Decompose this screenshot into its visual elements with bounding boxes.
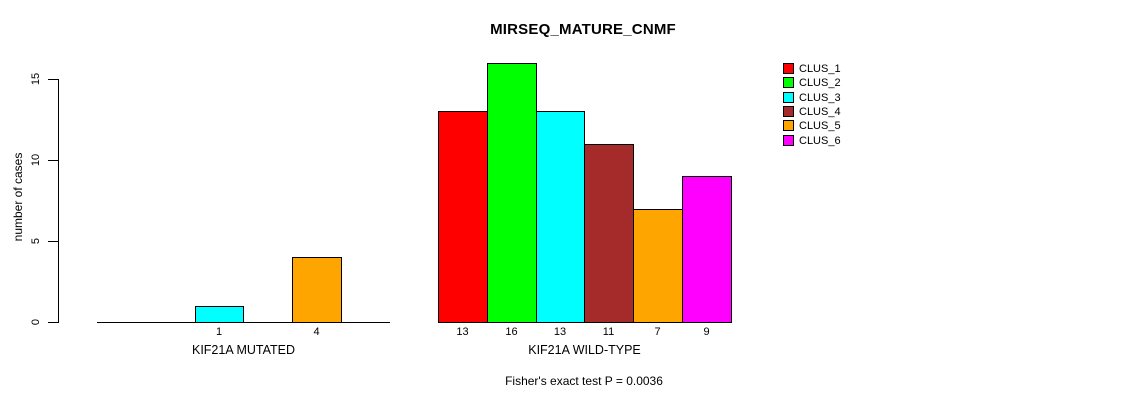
bar-value-label: 4 <box>313 326 320 338</box>
group-label-mutated: KIF21A MUTATED <box>191 343 296 357</box>
bar-kif21a-wild-type-clus_1 <box>438 111 488 323</box>
legend-label: CLUS_3 <box>799 91 841 104</box>
bar-kif21a-mutated-clus_3 <box>195 306 244 323</box>
legend-label: CLUS_1 <box>799 62 841 75</box>
bar-kif21a-wild-type-clus_2 <box>487 63 537 323</box>
bar-value-label: 1 <box>215 326 223 338</box>
y-axis-title: number of cases <box>11 152 25 242</box>
y-axis-tick-label: 5 <box>30 237 42 245</box>
bar-value-label: 13 <box>456 326 469 338</box>
y-axis-line <box>58 79 59 323</box>
fisher-test-annotation: Fisher's exact test P = 0.0036 <box>505 374 663 388</box>
bar-value-label: 7 <box>654 326 661 338</box>
legend-entry-clus_1: CLUS_1 <box>783 62 841 75</box>
bar-value-label: 11 <box>602 326 615 338</box>
bar-kif21a-mutated-clus_5 <box>292 257 342 323</box>
legend-swatch-clus_6 <box>783 135 794 146</box>
y-axis-tick <box>48 79 58 80</box>
bar-kif21a-wild-type-clus_6 <box>682 176 732 323</box>
chart-title: MIRSEQ_MATURE_CNMF <box>490 21 676 38</box>
legend-entry-clus_6: CLUS_6 <box>783 134 841 147</box>
legend-label: CLUS_4 <box>799 105 841 118</box>
y-axis-tick-label: 15 <box>30 72 42 86</box>
legend-entry-clus_2: CLUS_2 <box>783 76 841 89</box>
bar-kif21a-wild-type-clus_3 <box>536 111 585 323</box>
bar-value-label: 13 <box>553 326 567 338</box>
legend-swatch-clus_2 <box>783 77 794 88</box>
bar-value-label: 9 <box>703 326 710 338</box>
legend-swatch-clus_1 <box>783 63 794 74</box>
legend-swatch-clus_3 <box>783 92 794 103</box>
y-axis-tick-label: 10 <box>30 153 42 167</box>
group-label-wild-type: KIF21A WILD-TYPE <box>528 343 641 357</box>
y-axis-tick <box>48 322 58 323</box>
legend-entry-clus_3: CLUS_3 <box>783 91 841 104</box>
legend-label: CLUS_5 <box>799 119 841 132</box>
bar-value-label: 16 <box>505 326 518 338</box>
legend-entry-clus_5: CLUS_5 <box>783 119 841 132</box>
y-axis-tick <box>48 160 58 161</box>
bar-kif21a-wild-type-clus_5 <box>633 209 683 323</box>
y-axis-tick <box>48 241 58 242</box>
legend-label: CLUS_6 <box>799 134 841 147</box>
y-axis-tick-label: 0 <box>30 318 42 326</box>
legend-label: CLUS_2 <box>799 76 841 89</box>
legend-swatch-clus_5 <box>783 120 794 131</box>
bar-kif21a-wild-type-clus_4 <box>584 144 634 323</box>
legend-entry-clus_4: CLUS_4 <box>783 105 841 118</box>
legend-swatch-clus_4 <box>783 106 794 117</box>
